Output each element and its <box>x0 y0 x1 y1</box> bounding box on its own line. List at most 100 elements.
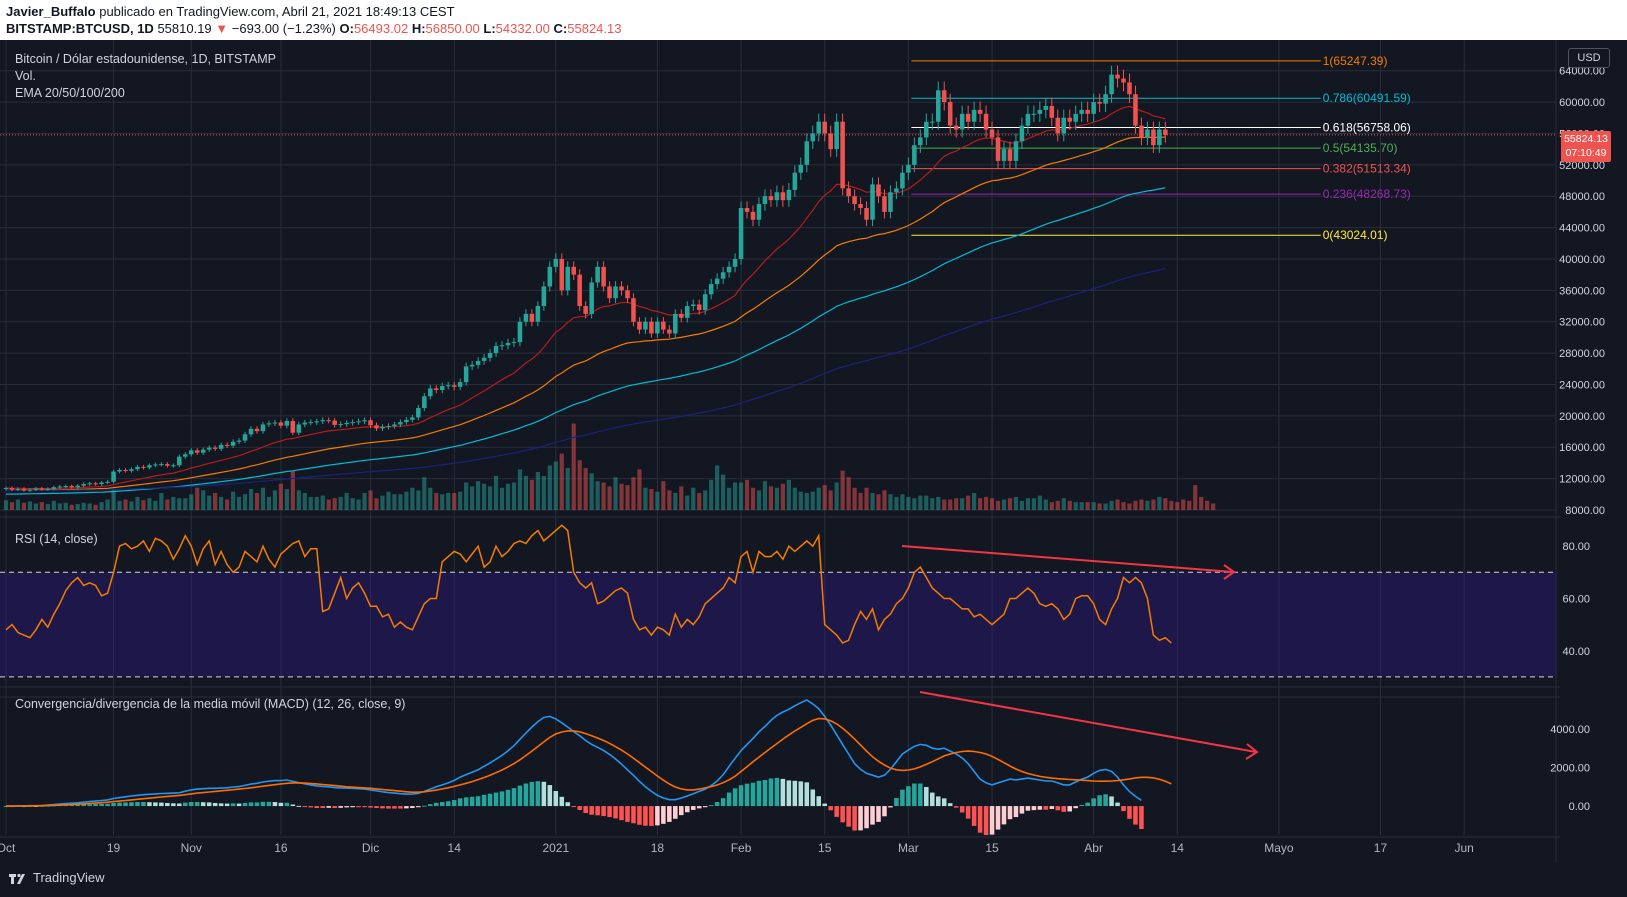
macd-histogram-bar <box>661 806 666 824</box>
candle-body <box>661 321 666 330</box>
chart-canvas[interactable]: 1(65247.39) 0.786(60491.59) 0.618(56758.06… <box>0 40 1627 862</box>
candle-body <box>780 192 786 201</box>
ema-legend[interactable]: EMA 20/50/100/200 <box>15 86 125 100</box>
macd-histogram-bar <box>894 797 899 807</box>
candle-body <box>111 471 116 482</box>
low-label: L: <box>483 21 496 36</box>
candle-body <box>9 488 15 490</box>
macd-histogram-bar <box>643 806 648 826</box>
candle-body <box>439 386 445 390</box>
candle-body <box>200 449 206 453</box>
volume-bar <box>368 490 373 510</box>
open-label: O: <box>339 21 354 36</box>
candle-body <box>1019 125 1025 142</box>
macd-histogram-bar <box>422 805 427 807</box>
candle-body <box>117 469 122 472</box>
y-tick-label: 60000.00 <box>1559 97 1605 109</box>
volume-bar <box>762 481 768 510</box>
macd-histogram-bar <box>547 785 553 807</box>
macd-histogram-bar <box>469 796 475 807</box>
volume-bar <box>954 498 959 510</box>
candle-body <box>212 447 218 449</box>
macd-histogram-bar <box>398 806 403 809</box>
rsi-line <box>5 524 1172 644</box>
candle-body <box>177 456 182 466</box>
volume-bar <box>876 494 881 510</box>
rsi-arrow-head <box>1223 564 1236 580</box>
candle-body <box>141 466 146 468</box>
candle-body <box>165 464 170 466</box>
candle-body <box>3 488 9 490</box>
macd-histogram-bar <box>75 804 80 807</box>
volume-bar <box>362 492 367 510</box>
volume-bar <box>541 475 546 510</box>
macd-histogram-bar <box>392 806 397 809</box>
candle-body <box>123 469 128 471</box>
volume-bar <box>39 502 44 510</box>
candle-body <box>941 90 947 103</box>
macd-legend[interactable]: Convergencia/divergencia de la media móv… <box>15 697 406 711</box>
rsi-legend[interactable]: RSI (14, close) <box>15 532 98 546</box>
volume-bar <box>404 491 409 510</box>
volume-bar <box>613 477 618 510</box>
volume-bar <box>679 486 684 510</box>
y-tick-label: 16000.00 <box>1559 442 1605 454</box>
macd-histogram-bar <box>679 806 684 816</box>
tradingview-logo-icon <box>9 873 25 884</box>
macd-histogram-bar <box>840 806 845 823</box>
candle-body <box>965 113 971 122</box>
candle-body <box>428 388 433 397</box>
x-tick-label: 14 <box>448 841 462 855</box>
volume-bar <box>1085 502 1090 510</box>
author-name[interactable]: Javier_Buffalo <box>6 4 96 19</box>
macd-histogram-bar <box>1061 806 1067 812</box>
volume-bar <box>595 481 600 510</box>
volume-bar <box>117 500 122 510</box>
macd-histogram-bar <box>165 802 170 807</box>
volume-bar <box>499 487 505 510</box>
candle-body <box>720 272 726 279</box>
volume-bar <box>470 486 475 510</box>
volume-bar <box>416 490 421 510</box>
main-legend-title[interactable]: Bitcoin / Dólar estadounidense, 1D, BITS… <box>15 52 276 66</box>
candle-body <box>21 488 27 491</box>
macd-histogram-bar <box>212 802 218 807</box>
macd-histogram-bar <box>864 806 869 829</box>
volume-bar <box>864 487 869 510</box>
currency-badge[interactable]: USD <box>1568 48 1610 68</box>
x-tick-label: Mar <box>898 841 919 855</box>
candle-body <box>266 423 272 425</box>
macd-histogram-bar <box>876 806 881 822</box>
macd-histogram-bar <box>356 806 361 808</box>
volume-bar <box>111 489 116 510</box>
volume-bar <box>1157 496 1162 510</box>
macd-histogram-bar <box>1031 806 1037 811</box>
candle-body <box>792 172 798 190</box>
current-price-tag: 55824.13 07:10:49 <box>1561 131 1611 162</box>
volume-bar <box>302 492 307 510</box>
candle-body <box>912 145 917 165</box>
macd-histogram-bar <box>350 806 355 808</box>
macd-histogram-bar <box>344 806 349 808</box>
candle-body <box>565 266 571 291</box>
volume-bar <box>33 503 38 510</box>
volume-bar <box>1151 499 1156 510</box>
candle-body <box>33 488 39 490</box>
y-tick-label: 52000.00 <box>1559 160 1605 172</box>
candle-body <box>625 290 630 299</box>
volume-bar <box>1145 500 1150 510</box>
fib-level-label: 0.382(51513.34) <box>1323 162 1411 176</box>
candle-body <box>768 196 774 201</box>
candle-body <box>481 357 487 361</box>
macd-histogram-bar <box>81 804 86 807</box>
volume-bar <box>9 502 15 510</box>
macd-histogram-bar <box>386 806 391 809</box>
volume-legend[interactable]: Vol. <box>15 69 36 83</box>
tradingview-logo[interactable]: TradingView <box>8 870 105 885</box>
volume-bar <box>535 472 540 510</box>
macd-histogram-bar <box>762 780 768 807</box>
macd-histogram-bar <box>308 806 314 808</box>
macd-histogram-bar <box>959 806 965 813</box>
volume-bar <box>553 461 558 510</box>
macd-histogram-bar <box>206 802 212 807</box>
